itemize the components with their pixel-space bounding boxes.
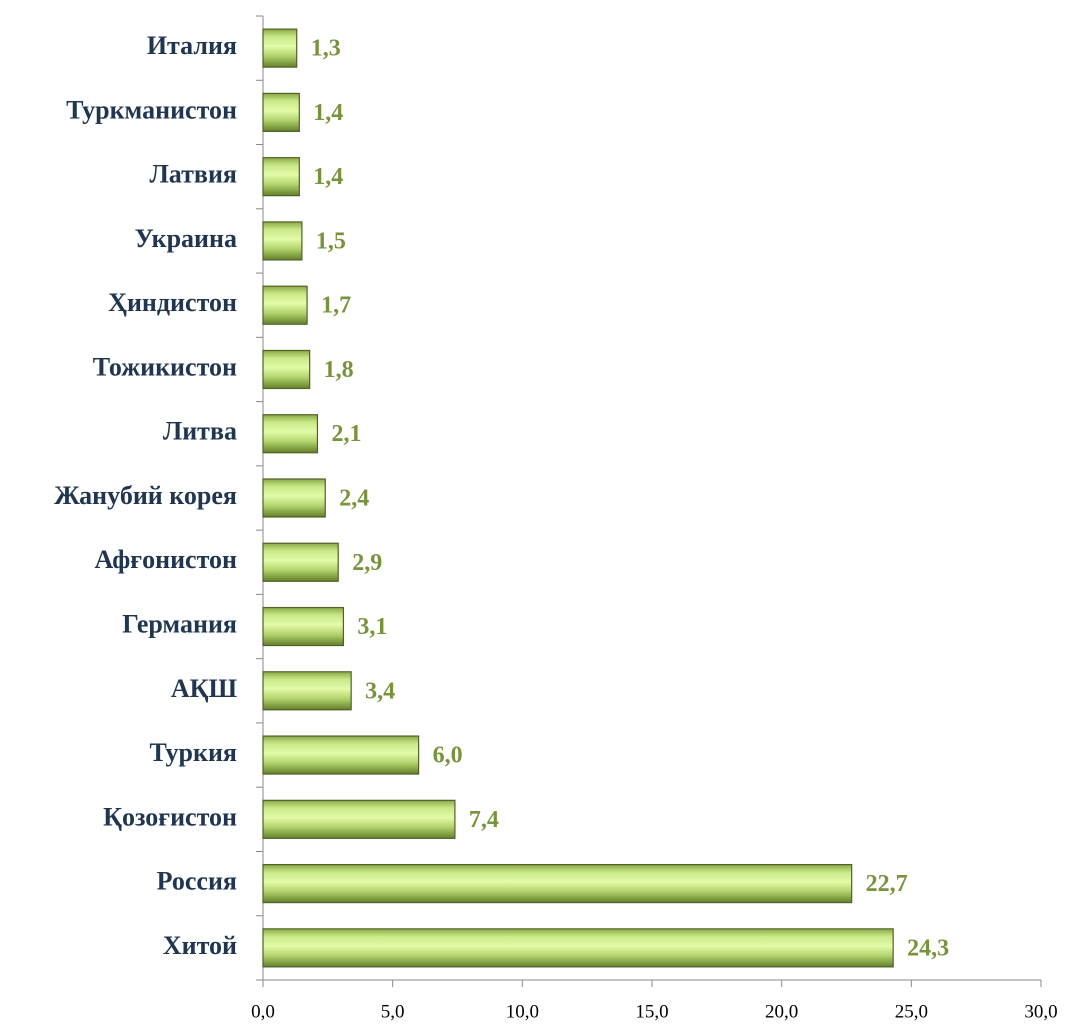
value-label: 1,5 xyxy=(316,228,346,254)
category-label: Украина xyxy=(135,224,237,253)
x-tick-label: 0,0 xyxy=(251,1001,275,1022)
category-label: Туркманистон xyxy=(66,95,237,124)
value-label: 2,4 xyxy=(339,486,369,512)
category-label: Ҳиндистон xyxy=(108,288,237,317)
value-label: 1,3 xyxy=(311,36,341,62)
bar xyxy=(262,671,352,711)
category-label: Италия xyxy=(147,31,237,60)
x-tick-label: 25,0 xyxy=(895,1001,928,1022)
category-label: Туркия xyxy=(149,738,237,767)
category-label: Литва xyxy=(163,417,237,446)
category-label: АҚШ xyxy=(171,674,238,703)
bar xyxy=(262,221,303,261)
bar xyxy=(262,542,339,582)
value-label: 22,7 xyxy=(866,871,908,897)
x-tick-label: 5,0 xyxy=(381,1001,405,1022)
bar xyxy=(262,928,894,968)
value-label: 2,1 xyxy=(331,421,361,447)
value-label: 6,0 xyxy=(433,743,463,769)
bar xyxy=(262,92,300,133)
x-tick-label: 15,0 xyxy=(635,1001,668,1022)
bar xyxy=(262,28,298,68)
value-label: 7,4 xyxy=(469,807,499,833)
bar xyxy=(262,285,308,325)
category-label: Хитой xyxy=(163,931,237,960)
bar xyxy=(262,606,344,647)
value-label: 1,4 xyxy=(313,164,343,190)
x-tick-label: 20,0 xyxy=(765,1001,798,1022)
x-tick-label: 30,0 xyxy=(1024,1001,1057,1022)
x-tick-label: 10,0 xyxy=(506,1001,539,1022)
value-label: 24,3 xyxy=(907,935,949,961)
category-label: Жанубий корея xyxy=(54,481,237,510)
category-label: Қозоғистон xyxy=(103,802,237,831)
bar xyxy=(262,478,326,518)
category-label: Германия xyxy=(122,610,237,639)
value-label: 3,4 xyxy=(365,678,395,704)
bar xyxy=(262,863,853,904)
bar xyxy=(262,735,420,775)
value-label: 1,4 xyxy=(313,100,343,126)
category-label: Тожикистон xyxy=(93,352,237,381)
category-label: Россия xyxy=(157,867,237,896)
bar xyxy=(262,157,300,197)
bar xyxy=(262,349,311,390)
value-label: 3,1 xyxy=(357,614,387,640)
category-label: Афғонистон xyxy=(95,545,238,574)
bar xyxy=(262,414,319,454)
value-label: 1,8 xyxy=(324,357,354,383)
value-label: 1,7 xyxy=(321,293,351,319)
category-label: Латвия xyxy=(149,160,237,189)
value-label: 2,9 xyxy=(352,550,382,576)
bar xyxy=(262,799,456,839)
